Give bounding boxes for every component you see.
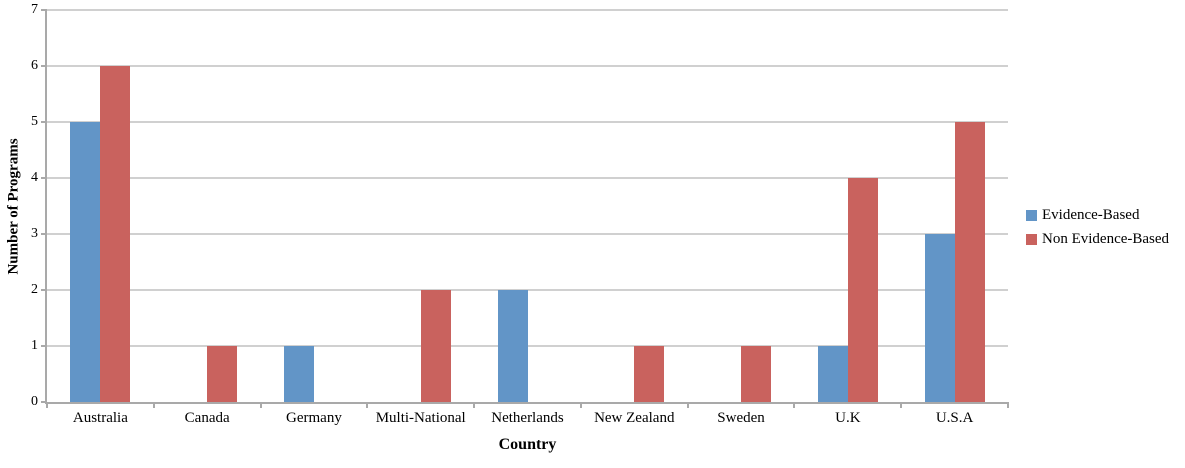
y-axis-title: Number of Programs bbox=[5, 138, 22, 275]
gridline bbox=[47, 233, 1008, 235]
gridline bbox=[47, 289, 1008, 291]
x-tick-mark bbox=[579, 402, 582, 408]
gridline bbox=[47, 177, 1008, 179]
gridline bbox=[47, 65, 1008, 67]
x-axis-line bbox=[47, 402, 1008, 404]
y-axis-line bbox=[45, 10, 47, 404]
legend-item: Non Evidence-Based bbox=[1026, 230, 1169, 248]
y-tick-label: 4 bbox=[31, 170, 38, 185]
legend-label: Non Evidence-Based bbox=[1042, 231, 1170, 247]
x-category-label: Sweden bbox=[717, 410, 765, 426]
y-tick-label: 1 bbox=[31, 338, 38, 353]
x-tick-mark bbox=[259, 402, 262, 408]
y-tick-mark bbox=[41, 289, 47, 291]
y-tick-label: 0 bbox=[31, 394, 38, 409]
legend-swatch bbox=[1026, 233, 1037, 245]
bar-non-evidence-based bbox=[100, 66, 131, 402]
bar-evidence-based bbox=[817, 346, 848, 402]
gridline bbox=[47, 345, 1008, 347]
gridline bbox=[47, 121, 1008, 123]
y-tick-mark bbox=[41, 233, 47, 235]
bar-non-evidence-based bbox=[847, 178, 878, 402]
bar-non-evidence-based bbox=[420, 290, 451, 402]
y-tick-mark bbox=[41, 401, 47, 403]
bar-non-evidence-based bbox=[954, 122, 985, 402]
bar-evidence-based bbox=[497, 290, 528, 402]
x-category-label: Multi-National bbox=[375, 410, 466, 426]
bar-evidence-based bbox=[70, 122, 101, 402]
y-tick-mark bbox=[41, 345, 47, 347]
x-tick-mark bbox=[793, 402, 796, 408]
x-category-label: U.K bbox=[835, 410, 861, 426]
y-tick-label: 6 bbox=[31, 58, 38, 73]
x-category-label: U.S.A bbox=[935, 410, 974, 426]
legend: Evidence-Based Non Evidence-Based bbox=[1026, 206, 1169, 254]
x-tick-mark bbox=[900, 402, 903, 408]
x-category-label: Netherlands bbox=[491, 410, 564, 426]
y-tick-label: 7 bbox=[31, 2, 38, 17]
y-tick-label: 5 bbox=[31, 114, 38, 129]
x-tick-mark bbox=[1007, 402, 1009, 408]
plot-area bbox=[47, 9, 1008, 402]
x-category-label: Australia bbox=[72, 410, 128, 426]
x-axis-title: Country bbox=[498, 436, 557, 453]
bar-evidence-based bbox=[924, 234, 955, 402]
legend-swatch bbox=[1026, 209, 1037, 221]
y-tick-mark bbox=[41, 177, 47, 179]
x-tick-mark bbox=[46, 402, 48, 408]
x-category-label: Germany bbox=[286, 410, 342, 426]
x-category-label: Canada bbox=[184, 410, 230, 426]
y-tick-mark bbox=[41, 121, 47, 123]
x-tick-mark bbox=[686, 402, 689, 408]
bar-non-evidence-based bbox=[634, 346, 665, 402]
x-category-label: New Zealand bbox=[594, 410, 675, 426]
y-tick-mark bbox=[41, 9, 47, 11]
legend-item: Evidence-Based bbox=[1026, 206, 1169, 224]
legend-label: Evidence-Based bbox=[1042, 207, 1140, 223]
gridline bbox=[47, 9, 1008, 11]
x-tick-mark bbox=[152, 402, 155, 408]
bar-non-evidence-based bbox=[741, 346, 772, 402]
bar-non-evidence-based bbox=[207, 346, 238, 402]
x-tick-mark bbox=[473, 402, 476, 408]
y-tick-label: 2 bbox=[31, 282, 38, 297]
y-tick-label: 3 bbox=[31, 226, 38, 241]
bar-evidence-based bbox=[283, 346, 314, 402]
y-tick-mark bbox=[41, 65, 47, 67]
x-tick-mark bbox=[366, 402, 369, 408]
